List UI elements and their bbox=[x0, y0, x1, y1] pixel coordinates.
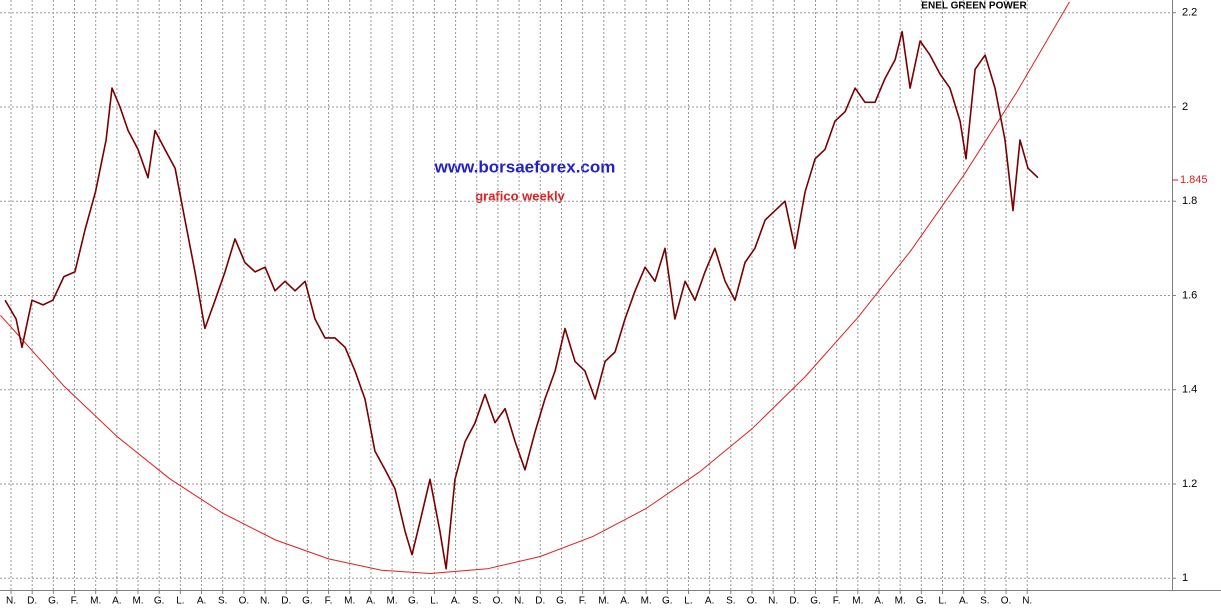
y-tick-label: 1.4 bbox=[1182, 384, 1197, 396]
x-tick-label: L. bbox=[176, 596, 184, 607]
x-tick-label: F. bbox=[71, 596, 79, 607]
x-tick-label: D. bbox=[535, 596, 545, 607]
y-tick-label: 1 bbox=[1182, 572, 1188, 584]
x-tick-label: A. bbox=[197, 596, 206, 607]
x-tick-label: A. bbox=[959, 596, 968, 607]
y-tick-label: 1.8 bbox=[1182, 195, 1197, 207]
x-tick-label: D. bbox=[789, 596, 799, 607]
x-tick-label: O. bbox=[747, 596, 758, 607]
y-tick-label: 2.2 bbox=[1182, 7, 1197, 19]
x-tick-label: O. bbox=[239, 596, 250, 607]
price-line bbox=[4, 30, 1039, 570]
x-tick-label: F. bbox=[325, 596, 333, 607]
x-tick-label: D. bbox=[27, 596, 37, 607]
x-tick-label: F. bbox=[833, 596, 841, 607]
x-tick-label: G. bbox=[302, 596, 313, 607]
x-tick-label: G. bbox=[408, 596, 419, 607]
annotation: www.borsaeforex.com bbox=[434, 157, 616, 176]
x-tick-label: A. bbox=[112, 596, 121, 607]
x-tick-label: A. bbox=[366, 596, 375, 607]
x-tick-label: L. bbox=[430, 596, 438, 607]
x-tick-label: G. bbox=[48, 596, 59, 607]
x-tick-label: N. bbox=[6, 596, 16, 607]
x-tick-label: G. bbox=[916, 596, 927, 607]
x-tick-label: M. bbox=[852, 596, 863, 607]
x-tick-label: S. bbox=[980, 596, 989, 607]
x-tick-label: M. bbox=[387, 596, 398, 607]
y-tick-label: 2 bbox=[1182, 101, 1188, 113]
y-tick-label: 1.2 bbox=[1182, 478, 1197, 490]
x-tick-label: L. bbox=[684, 596, 692, 607]
x-tick-label: M. bbox=[641, 596, 652, 607]
x-tick-label: A. bbox=[620, 596, 629, 607]
x-tick-label: A. bbox=[451, 596, 460, 607]
x-tick-label: G. bbox=[154, 596, 165, 607]
x-tick-label: A. bbox=[874, 596, 883, 607]
x-tick-label: M. bbox=[344, 596, 355, 607]
x-tick-label: G. bbox=[556, 596, 567, 607]
x-tick-label: L. bbox=[938, 596, 946, 607]
x-tick-label: F. bbox=[579, 596, 587, 607]
x-tick-label: S. bbox=[218, 596, 227, 607]
x-tick-label: N. bbox=[514, 596, 524, 607]
x-tick-label: O. bbox=[1001, 596, 1012, 607]
x-tick-label: N. bbox=[768, 596, 778, 607]
x-tick-label: S. bbox=[472, 596, 481, 607]
x-tick-label: M. bbox=[132, 596, 143, 607]
x-tick-label: S. bbox=[726, 596, 735, 607]
chart-title: ENEL GREEN POWER bbox=[921, 1, 1027, 12]
x-tick-label: G. bbox=[662, 596, 673, 607]
x-tick-label: G. bbox=[810, 596, 821, 607]
x-tick-label: N. bbox=[260, 596, 270, 607]
last-value-label: 1.845 bbox=[1180, 174, 1208, 186]
y-tick-label: 1.6 bbox=[1182, 289, 1197, 301]
x-tick-label: M. bbox=[598, 596, 609, 607]
x-tick-label: A. bbox=[705, 596, 714, 607]
x-tick-label: M. bbox=[90, 596, 101, 607]
x-tick-label: M. bbox=[895, 596, 906, 607]
x-tick-label: D. bbox=[281, 596, 291, 607]
x-tick-label: O. bbox=[493, 596, 504, 607]
x-tick-label: N. bbox=[1022, 596, 1032, 607]
trendline bbox=[0, 1, 1070, 575]
